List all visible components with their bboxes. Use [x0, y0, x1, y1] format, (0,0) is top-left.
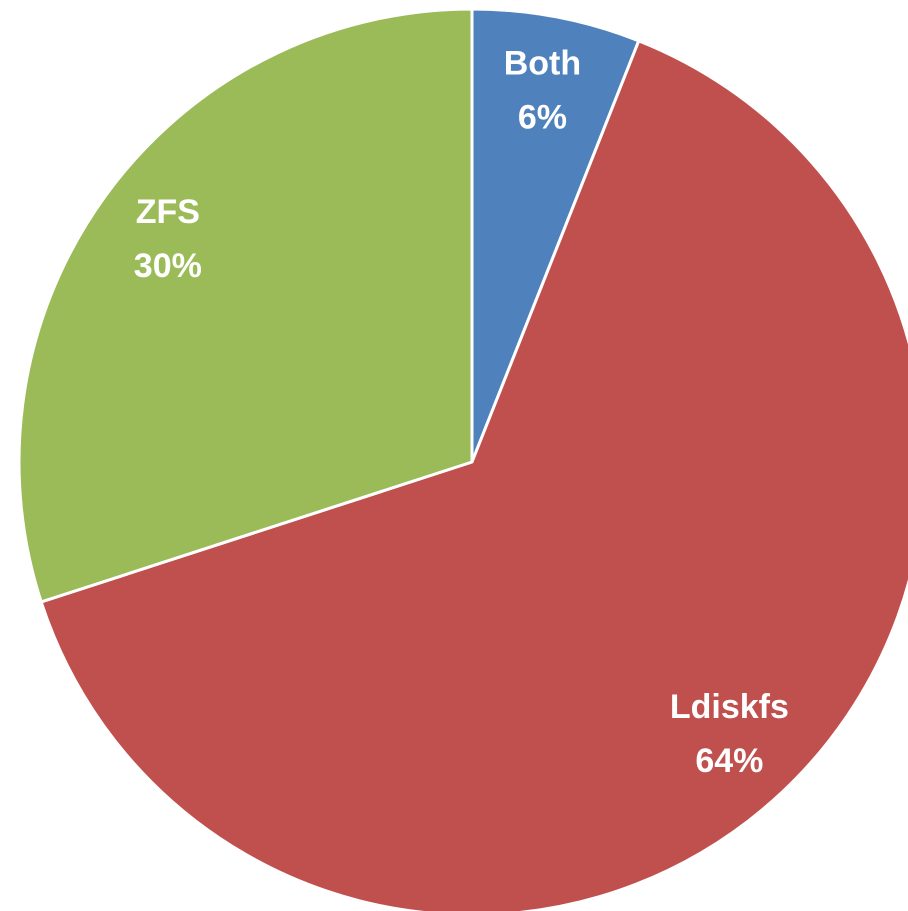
pie-slice — [17, 7, 474, 604]
slice-name: Ldiskfs — [670, 688, 789, 726]
slice-name: Both — [504, 45, 581, 83]
slice-name: ZFS — [136, 193, 200, 231]
pie-slice — [39, 39, 908, 911]
pie-slice — [470, 7, 641, 464]
slice-value-label: 64% — [695, 742, 763, 780]
slice-value-label: 30% — [134, 247, 202, 285]
slice-value-label: 6% — [518, 99, 567, 137]
